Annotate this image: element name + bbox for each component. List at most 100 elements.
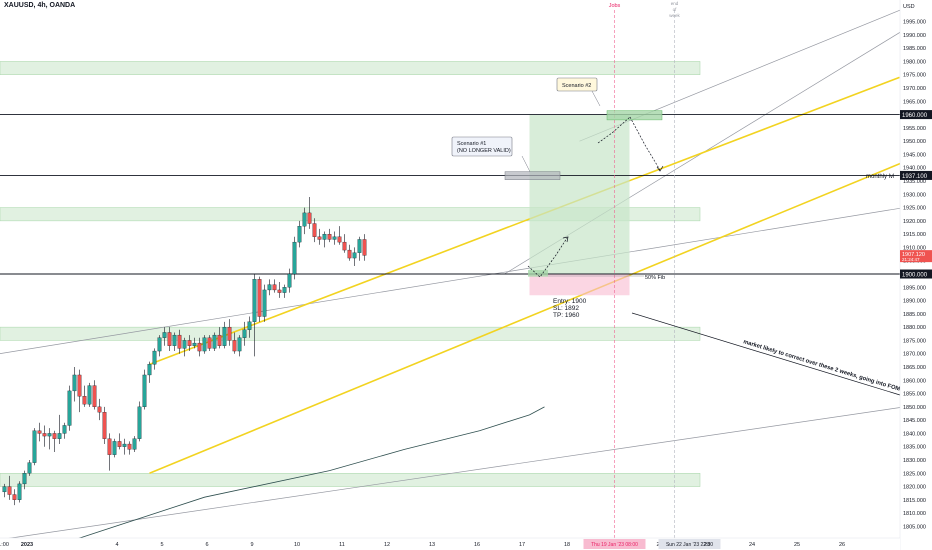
candle-body[interactable]: [202, 337, 207, 352]
candle-body[interactable]: [262, 289, 267, 317]
candle-body[interactable]: [207, 337, 212, 349]
candle-body[interactable]: [102, 412, 107, 439]
moving-average-line: [74, 406, 545, 541]
candle-body[interactable]: [352, 252, 357, 259]
time-axis-bg[interactable]: [0, 538, 900, 550]
candle-body[interactable]: [12, 494, 17, 500]
fib-label: 50% Fib: [645, 275, 665, 281]
candle-body[interactable]: [72, 374, 77, 392]
axis-level-tag-2: [900, 269, 932, 279]
candle-body[interactable]: [357, 239, 362, 253]
candle-body[interactable]: [82, 396, 87, 405]
candle-body[interactable]: [132, 438, 137, 450]
candle-body[interactable]: [247, 321, 252, 330]
candle-body[interactable]: [142, 374, 147, 408]
candle-body[interactable]: [77, 374, 82, 397]
candle-body[interactable]: [97, 406, 102, 413]
candle-body[interactable]: [52, 433, 57, 439]
channel-upper-line[interactable]: [149, 76, 900, 366]
candle-body[interactable]: [292, 241, 297, 275]
candle-body[interactable]: [212, 334, 217, 349]
take-profit-zone[interactable]: [529, 114, 630, 274]
candle-body[interactable]: [272, 284, 277, 291]
fib-zone[interactable]: [528, 270, 548, 277]
candle-body[interactable]: [47, 433, 52, 437]
zone-1: [0, 207, 701, 222]
candle-body[interactable]: [332, 236, 337, 240]
candle-body[interactable]: [222, 326, 227, 346]
candle-body[interactable]: [122, 443, 127, 447]
candle-body[interactable]: [127, 443, 132, 450]
candle-body[interactable]: [42, 433, 47, 437]
stop-loss-zone[interactable]: [529, 274, 630, 296]
candle-body[interactable]: [157, 337, 162, 352]
candle-body[interactable]: [152, 350, 157, 365]
candle-body[interactable]: [17, 483, 22, 500]
y-tick-label: 1875.000: [903, 338, 926, 344]
candle-body[interactable]: [187, 340, 192, 346]
candle-body[interactable]: [197, 342, 202, 352]
candle-body[interactable]: [162, 332, 167, 338]
candle-body[interactable]: [192, 342, 197, 346]
candle-body[interactable]: [62, 425, 67, 434]
candle-body[interactable]: [302, 212, 307, 227]
zone-3: [0, 473, 701, 487]
scenario2-callout[interactable]: [556, 77, 598, 92]
candle-body[interactable]: [27, 462, 32, 474]
candle-body[interactable]: [242, 329, 247, 338]
scenario1-callout[interactable]: [451, 136, 513, 157]
candle-body[interactable]: [57, 433, 62, 439]
scenario1-zone[interactable]: [504, 171, 561, 180]
candle-body[interactable]: [322, 233, 327, 240]
candle-body[interactable]: [227, 326, 232, 341]
symbol-title[interactable]: XAUUSD, 4h, OANDA: [4, 2, 76, 9]
candle-body[interactable]: [282, 287, 287, 293]
candle-body[interactable]: [37, 430, 42, 434]
candle-body[interactable]: [362, 239, 367, 256]
candle-body[interactable]: [107, 438, 112, 455]
candle-body[interactable]: [67, 390, 72, 426]
candle-body[interactable]: [342, 241, 347, 251]
candle-body[interactable]: [7, 486, 12, 495]
axis-level-tag-0: [900, 110, 932, 120]
candle-body[interactable]: [112, 441, 117, 455]
candle-body[interactable]: [237, 337, 242, 352]
y-tick-label: 1850.000: [903, 405, 926, 411]
candle-body[interactable]: [297, 226, 302, 243]
candle-body[interactable]: [337, 236, 342, 243]
candle-body[interactable]: [327, 233, 332, 240]
candle-body[interactable]: [182, 340, 187, 349]
candle-body[interactable]: [267, 284, 272, 291]
candle-body[interactable]: [177, 334, 182, 349]
candle-body[interactable]: [217, 334, 222, 346]
candle-body[interactable]: [257, 279, 262, 317]
candle-body[interactable]: [312, 223, 317, 237]
candle-body[interactable]: [117, 441, 122, 447]
scenario2-zone[interactable]: [606, 110, 663, 121]
candle-body[interactable]: [317, 236, 322, 240]
x-highlight-bg: [583, 539, 646, 549]
candle-body[interactable]: [87, 385, 92, 405]
candle-body[interactable]: [167, 332, 172, 346]
candle-body[interactable]: [252, 279, 257, 322]
candle-body[interactable]: [32, 430, 37, 463]
x-tick-label: 10: [294, 542, 300, 548]
x-tick-label: 2023: [21, 542, 33, 548]
channel-lower-line[interactable]: [149, 141, 932, 475]
candle-body[interactable]: [287, 273, 292, 288]
x-tick-label: 4: [115, 542, 118, 548]
candle-body[interactable]: [2, 486, 7, 493]
candle-body[interactable]: [347, 249, 352, 259]
candle-body[interactable]: [277, 289, 282, 293]
trade-entry-text: Entry: 1900: [553, 298, 587, 305]
candle-body[interactable]: [137, 406, 142, 439]
candle-body[interactable]: [22, 473, 27, 485]
candle-body[interactable]: [92, 385, 97, 407]
candle-body[interactable]: [307, 212, 312, 224]
scenario1-subtext: (NO LONGER VALID): [457, 148, 511, 154]
candle-body[interactable]: [232, 340, 237, 352]
candle-body[interactable]: [147, 364, 152, 376]
scenario1-text: Scenario #1: [457, 141, 486, 147]
candle-body[interactable]: [172, 334, 177, 346]
